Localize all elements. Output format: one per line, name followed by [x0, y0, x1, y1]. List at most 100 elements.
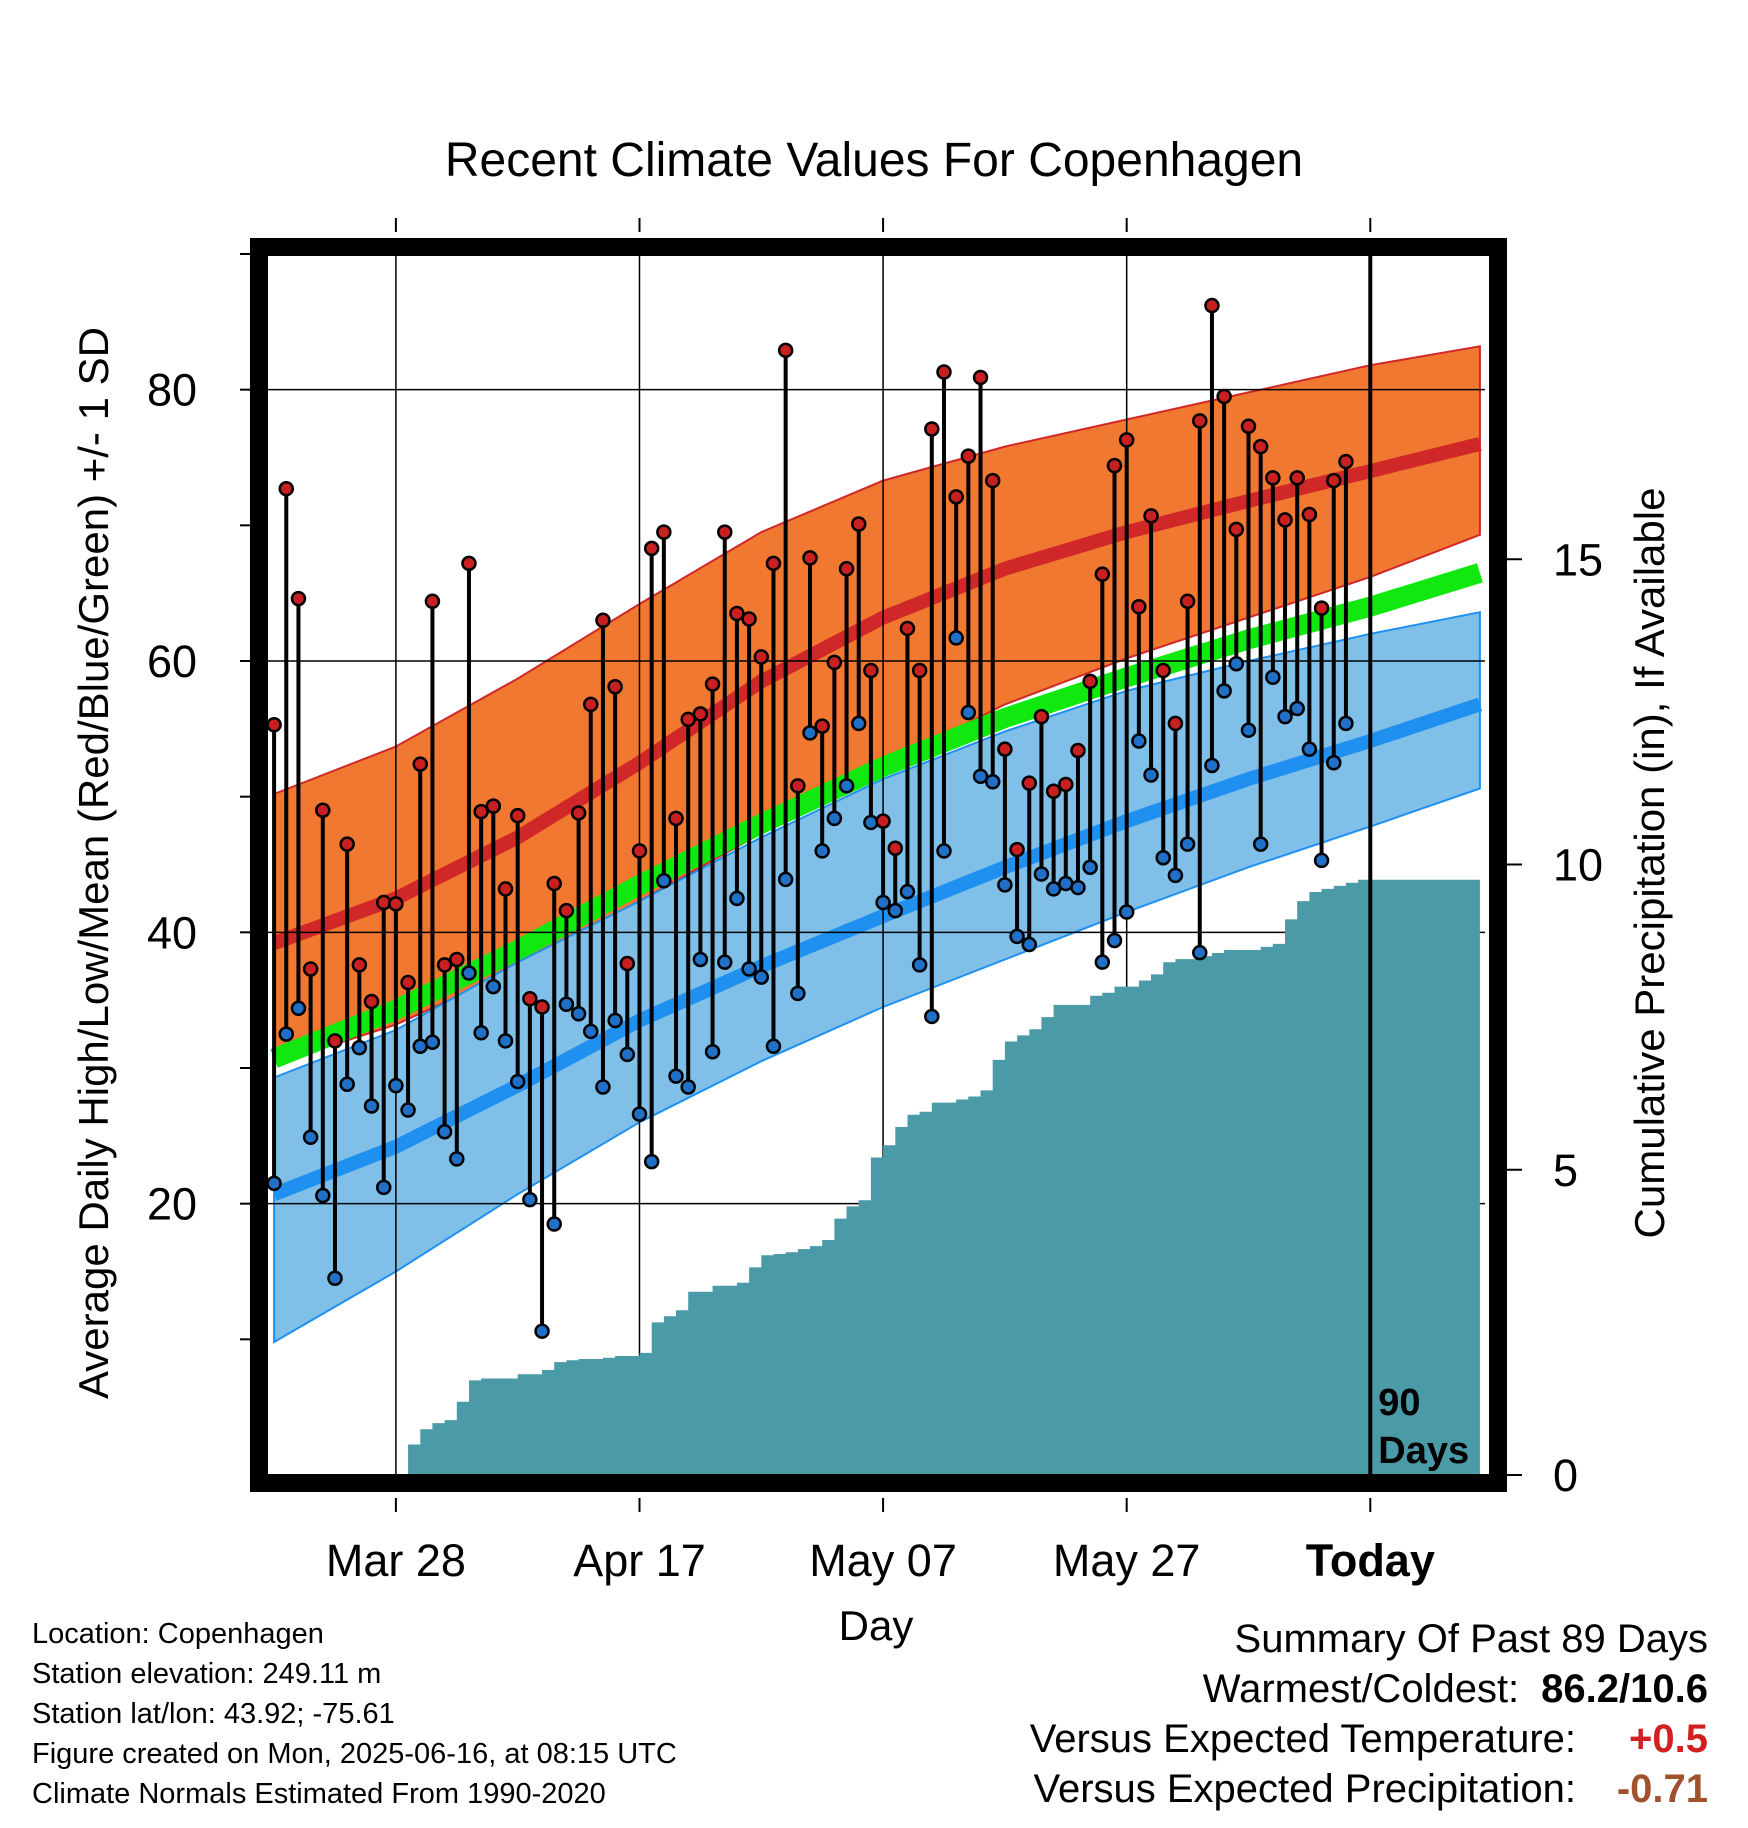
daily-high-point: [997, 741, 1013, 757]
elevation-text: Station elevation: 249.11 m: [32, 1658, 382, 1690]
daily-low-point: [984, 773, 1001, 790]
daily-low-point: [595, 1079, 611, 1095]
daily-low-point: [1167, 867, 1184, 884]
daily-high-point: [315, 802, 331, 818]
daily-low-point: [290, 1000, 307, 1017]
daily-low-point: [631, 1106, 648, 1122]
daily-high-point: [1143, 508, 1159, 524]
daily-high-point: [570, 805, 587, 821]
daily-high-point: [607, 679, 623, 695]
daily-low-point: [656, 873, 672, 889]
daily-low-point: [619, 1046, 636, 1063]
daily-high-point: [948, 489, 964, 505]
summary-temperature: Versus Expected Temperature: +0.5: [1030, 1714, 1708, 1764]
location-text: Location: Copenhagen: [32, 1618, 324, 1650]
daily-low-point: [802, 725, 818, 741]
daily-high-point: [850, 516, 867, 532]
daily-high-point: [388, 896, 404, 912]
daily-high-point: [790, 778, 806, 794]
daily-high-point: [668, 810, 684, 827]
daily-high-point: [1082, 673, 1098, 690]
daily-high-point: [1045, 783, 1062, 799]
daily-low-point: [924, 1008, 940, 1025]
daily-high-point: [558, 902, 575, 919]
daily-low-point: [375, 1179, 392, 1196]
daily-low-point: [1326, 755, 1342, 771]
latlon-text: Station lat/lon: 43.92; -75.61: [32, 1698, 395, 1730]
daily-low-point: [1094, 954, 1111, 970]
daily-low-point: [911, 957, 928, 973]
daily-low-point: [363, 1098, 380, 1114]
daily-low-point: [351, 1039, 368, 1056]
daily-low-point: [1131, 733, 1147, 749]
y2-tick-label: 0: [1553, 1450, 1578, 1501]
daily-low-point: [388, 1077, 404, 1094]
warmest-coldest-label: Warmest/Coldest:: [1202, 1667, 1520, 1711]
daily-low-point: [777, 871, 794, 888]
daily-low-point: [1240, 722, 1257, 738]
daily-low-point: [1106, 932, 1123, 949]
daily-low-point: [473, 1024, 489, 1041]
daily-low-point: [692, 951, 709, 968]
daily-low-point: [765, 1038, 782, 1055]
daily-low-point: [1216, 683, 1232, 699]
summary-title: Summary Of Past 89 Days: [1234, 1617, 1708, 1661]
daily-high-point: [1155, 662, 1171, 679]
daily-low-point: [717, 954, 733, 970]
x-tick-label: Mar 28: [326, 1535, 466, 1586]
daily-high-point: [473, 803, 489, 820]
daily-low-point: [1143, 767, 1159, 783]
daily-low-point: [936, 843, 952, 859]
plot-frame: [250, 238, 1507, 1492]
daily-low-point: [1338, 715, 1354, 732]
daily-low-point: [1204, 757, 1220, 774]
summary-precipitation: Versus Expected Precipitation: -0.71: [1030, 1764, 1708, 1814]
daily-high-point: [717, 524, 733, 540]
daily-low-point: [1228, 655, 1245, 672]
daily-low-point: [509, 1073, 526, 1090]
daily-high-point: [461, 555, 477, 572]
daily-low-point: [1021, 936, 1037, 953]
station-info: Location: Copenhagen Station elevation: …: [32, 1614, 677, 1814]
daily-high-point: [1265, 470, 1281, 486]
temp-vs-expected-value: +0.5: [1629, 1717, 1708, 1761]
daily-high-point: [1033, 708, 1050, 725]
daily-high-point: [924, 421, 940, 437]
daily-high-point: [1021, 775, 1037, 791]
daily-high-point: [631, 843, 648, 859]
precip-vs-expected-value: -0.71: [1616, 1767, 1708, 1811]
daily-low-point: [327, 1270, 343, 1287]
daily-low-point: [729, 890, 745, 907]
daily-low-point: [1289, 700, 1305, 717]
daily-low-point: [1301, 741, 1318, 757]
y-tick-label: 60: [147, 636, 197, 687]
daily-high-point: [1216, 388, 1232, 405]
today-days-label: 90: [1378, 1382, 1420, 1424]
daily-low-point: [1192, 944, 1208, 961]
y2-tick-label: 5: [1553, 1145, 1578, 1196]
daily-high-point: [619, 955, 636, 972]
daily-high-point: [1058, 776, 1074, 793]
daily-high-point: [546, 875, 562, 892]
daily-low-point: [485, 978, 502, 995]
daily-high-point: [814, 718, 830, 734]
daily-high-point: [327, 1033, 343, 1049]
daily-high-point: [911, 662, 928, 679]
low-normal-band: [273, 610, 1481, 1344]
precip-vs-expected-label: Versus Expected Precipitation:: [1033, 1767, 1576, 1811]
daily-high-point: [692, 706, 709, 722]
daily-high-point: [838, 560, 855, 577]
daily-low-point: [1313, 852, 1330, 869]
daily-low-point: [558, 996, 575, 1012]
daily-high-point: [680, 711, 696, 728]
daily-low-point: [741, 961, 757, 977]
daily-low-point: [302, 1129, 319, 1145]
daily-low-point: [546, 1216, 562, 1232]
daily-high-point: [972, 369, 989, 386]
daily-high-point: [1118, 432, 1135, 448]
daily-low-point: [850, 715, 867, 732]
daily-low-point: [643, 1153, 660, 1170]
daily-high-point: [1301, 506, 1318, 523]
summary-warmest-coldest: Warmest/Coldest: 86.2/10.6: [1030, 1664, 1708, 1714]
daily-high-point: [1204, 297, 1220, 314]
